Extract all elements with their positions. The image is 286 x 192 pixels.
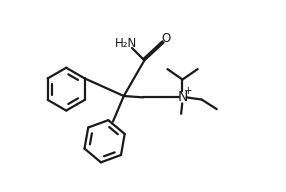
Text: +: +: [184, 85, 193, 95]
Text: O: O: [161, 32, 170, 45]
Text: H₂N: H₂N: [115, 37, 137, 50]
Text: N: N: [177, 90, 188, 104]
